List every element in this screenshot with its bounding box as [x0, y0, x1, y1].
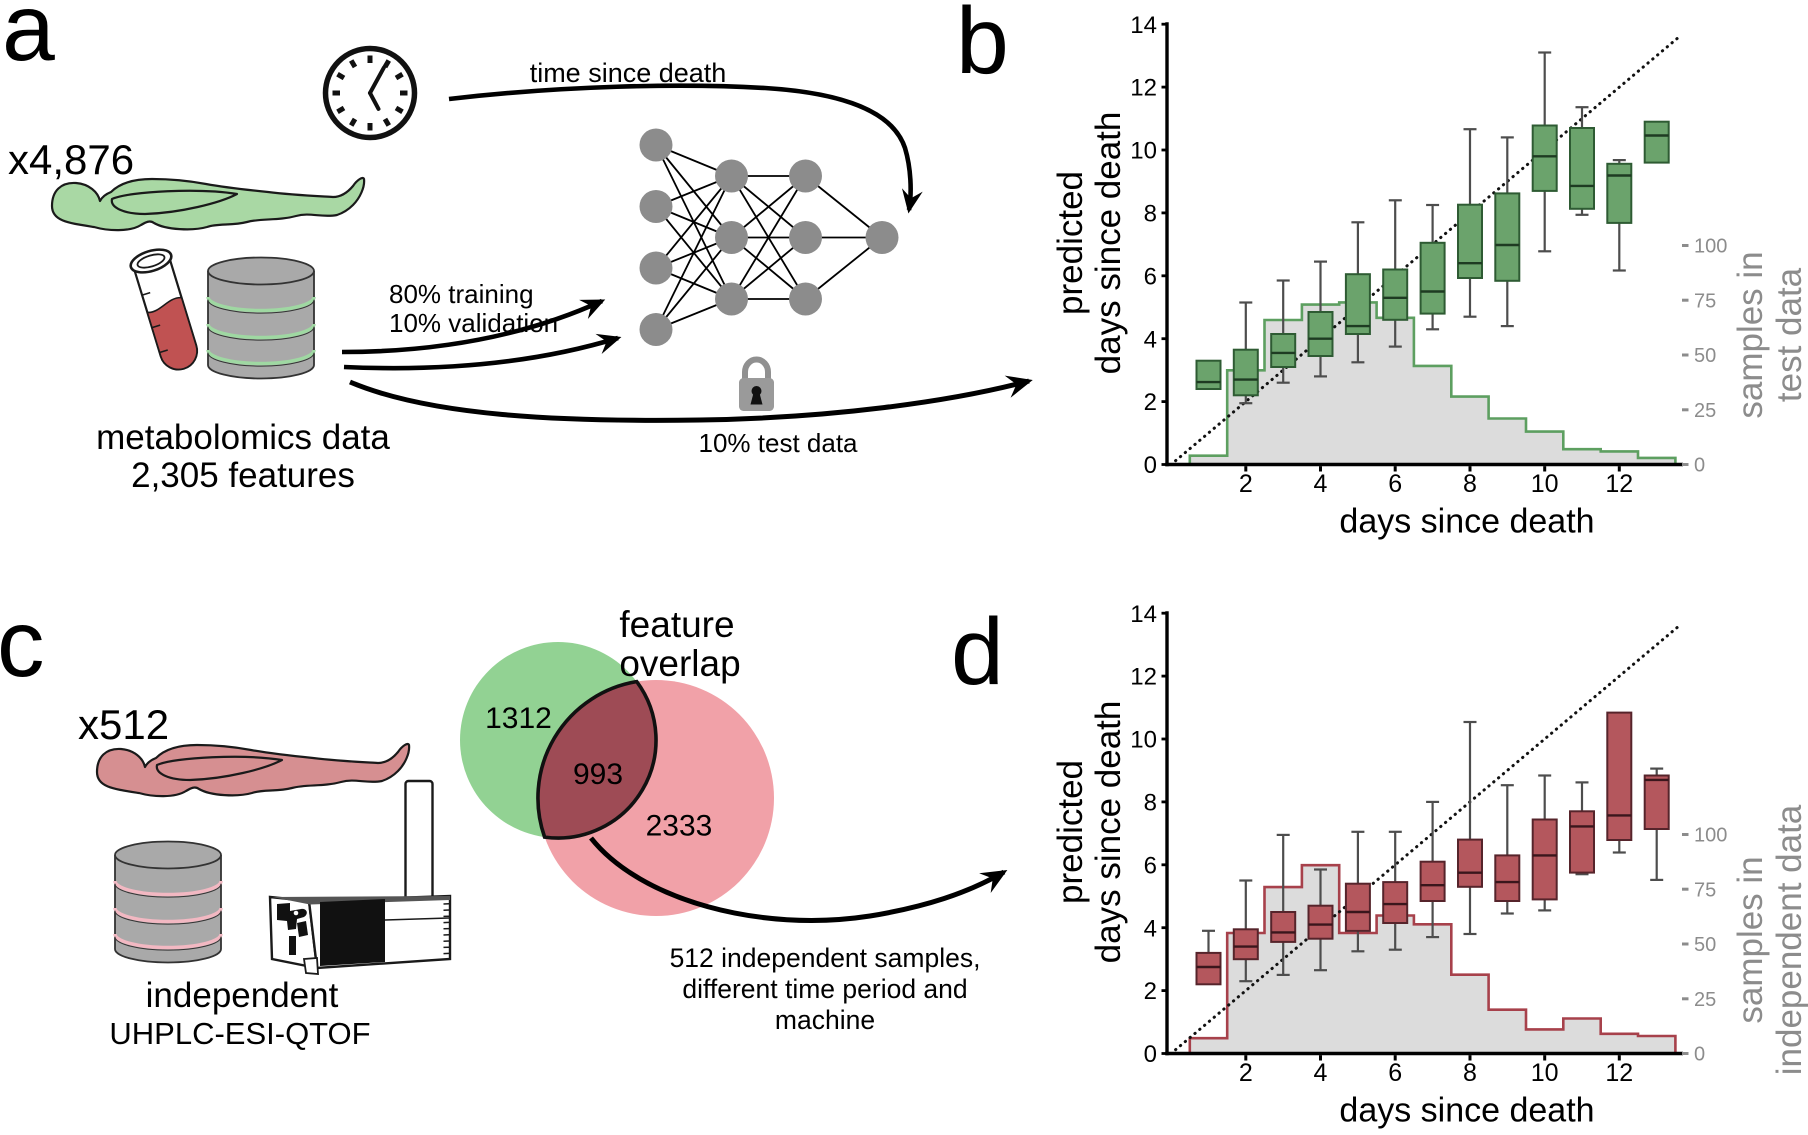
svg-text:75: 75 [1694, 880, 1716, 902]
svg-text:predicted: predicted [1051, 760, 1090, 904]
svg-text:independent: independent [146, 976, 339, 1015]
svg-text:12: 12 [1130, 75, 1157, 102]
svg-text:0: 0 [1144, 452, 1157, 479]
svg-text:1312: 1312 [485, 702, 552, 735]
svg-text:x4,876: x4,876 [8, 136, 134, 183]
svg-text:993: 993 [573, 758, 623, 791]
svg-text:feature: feature [619, 604, 734, 645]
svg-text:0: 0 [1694, 455, 1705, 477]
svg-text:2: 2 [1239, 470, 1253, 498]
svg-text:x512: x512 [78, 701, 169, 748]
svg-text:8: 8 [1144, 790, 1157, 817]
svg-text:days since death: days since death [1339, 1092, 1594, 1130]
svg-text:10% validation: 10% validation [389, 308, 558, 338]
svg-text:8: 8 [1144, 201, 1157, 228]
svg-text:10: 10 [1130, 727, 1157, 754]
svg-text:4: 4 [1144, 915, 1157, 942]
svg-text:10% test data: 10% test data [699, 428, 859, 458]
svg-text:10: 10 [1531, 470, 1559, 498]
svg-text:2333: 2333 [646, 810, 713, 843]
svg-text:samples in: samples in [1731, 856, 1770, 1023]
svg-text:8: 8 [1463, 1059, 1477, 1087]
svg-text:overlap: overlap [619, 643, 740, 684]
svg-text:different time period and: different time period and [682, 974, 967, 1004]
svg-text:6: 6 [1144, 852, 1157, 879]
svg-text:days since death: days since death [1089, 701, 1128, 964]
svg-text:100: 100 [1694, 825, 1727, 847]
svg-text:UHPLC-ESI-QTOF: UHPLC-ESI-QTOF [109, 1016, 370, 1051]
svg-text:10: 10 [1531, 1059, 1559, 1087]
svg-text:2: 2 [1144, 389, 1157, 416]
svg-text:8: 8 [1463, 470, 1477, 498]
svg-text:10: 10 [1130, 138, 1157, 165]
svg-text:12: 12 [1605, 1059, 1633, 1087]
svg-text:days since death: days since death [1089, 112, 1128, 375]
svg-text:a: a [2, 0, 55, 81]
svg-text:50: 50 [1694, 934, 1716, 956]
svg-text:days since death: days since death [1339, 503, 1594, 541]
svg-text:25: 25 [1694, 400, 1716, 422]
svg-text:2,305 features: 2,305 features [131, 456, 355, 495]
svg-text:samples in: samples in [1731, 251, 1770, 418]
svg-text:2: 2 [1239, 1059, 1253, 1087]
svg-text:14: 14 [1130, 12, 1157, 39]
svg-text:2: 2 [1144, 978, 1157, 1005]
svg-text:independent data: independent data [1770, 804, 1808, 1075]
svg-text:100: 100 [1694, 236, 1727, 258]
svg-text:12: 12 [1130, 664, 1157, 691]
svg-text:4: 4 [1314, 1059, 1328, 1087]
svg-text:6: 6 [1388, 1059, 1402, 1087]
svg-text:80% training: 80% training [389, 279, 534, 309]
svg-text:6: 6 [1144, 263, 1157, 290]
svg-text:test data: test data [1770, 267, 1808, 402]
svg-text:75: 75 [1694, 290, 1716, 312]
svg-text:12: 12 [1605, 470, 1633, 498]
svg-text:machine: machine [775, 1005, 875, 1035]
svg-text:14: 14 [1130, 601, 1157, 628]
svg-text:predicted: predicted [1051, 171, 1090, 315]
svg-text:512 independent samples,: 512 independent samples, [670, 943, 981, 973]
svg-text:0: 0 [1694, 1044, 1705, 1066]
svg-text:d: d [951, 599, 1004, 705]
svg-text:4: 4 [1314, 470, 1328, 498]
svg-text:6: 6 [1388, 470, 1402, 498]
svg-text:0: 0 [1144, 1041, 1157, 1068]
svg-text:c: c [0, 591, 45, 697]
svg-text:metabolomics data: metabolomics data [96, 418, 390, 457]
svg-text:b: b [956, 0, 1009, 94]
svg-text:25: 25 [1694, 989, 1716, 1011]
svg-text:50: 50 [1694, 345, 1716, 367]
svg-text:4: 4 [1144, 326, 1157, 353]
